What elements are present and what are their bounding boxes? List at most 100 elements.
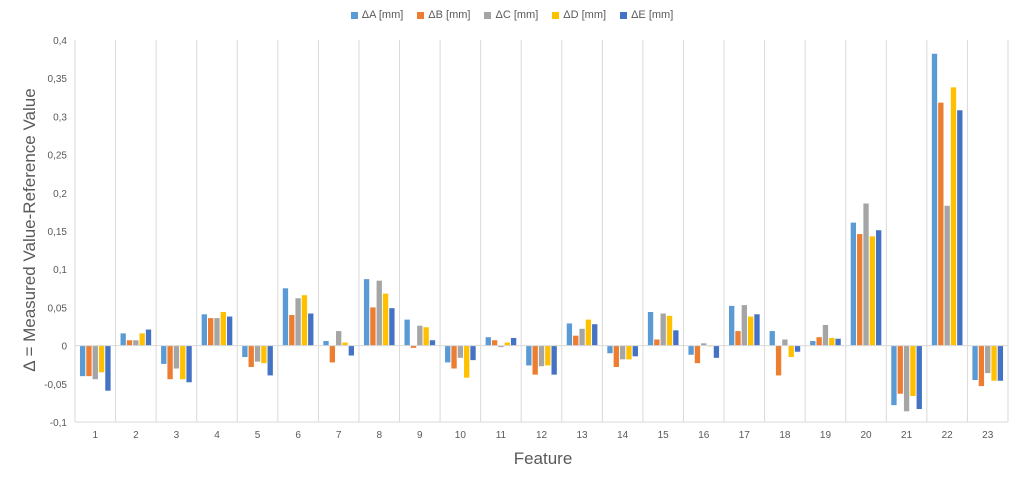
bar-d-7 (342, 342, 348, 346)
y-tick-label: -0,05 (44, 380, 67, 391)
x-tick-label: 17 (739, 430, 751, 441)
x-tick-label: 10 (455, 430, 467, 441)
bar-b-20 (857, 234, 863, 346)
bar-e-8 (389, 308, 395, 346)
bar-c-17 (741, 305, 747, 346)
bar-a-5 (242, 345, 248, 358)
bar-b-10 (451, 345, 457, 369)
bar-e-23 (997, 345, 1004, 381)
bar-c-2 (133, 340, 139, 346)
bar-b-14 (613, 345, 619, 367)
bar-b-7 (329, 345, 336, 363)
x-tick-label: 13 (577, 430, 589, 441)
bar-d-21 (910, 345, 916, 397)
bar-c-21 (903, 345, 910, 412)
bar-c-11 (498, 345, 504, 348)
x-tick-label: 23 (982, 430, 994, 441)
x-tick-label: 7 (336, 430, 342, 441)
legend-item-b: ΔB [mm] (417, 9, 470, 21)
legend-swatch-c (484, 11, 492, 19)
bars-layer (79, 53, 1004, 412)
bar-d-13 (585, 319, 592, 346)
bar-c-9 (417, 325, 423, 346)
bar-c-22 (944, 205, 950, 346)
bar-e-14 (632, 345, 638, 357)
legend-item-e: ΔE [mm] (620, 9, 673, 21)
bar-c-1 (92, 345, 98, 380)
bar-c-3 (173, 345, 180, 369)
bar-a-3 (161, 345, 167, 364)
x-tick-label: 9 (417, 430, 423, 441)
y-tick-label: 0,05 (48, 303, 68, 314)
bar-e-11 (510, 337, 517, 346)
x-tick-label: 16 (698, 430, 710, 441)
legend-swatch-d (552, 11, 560, 19)
bar-e-20 (876, 230, 882, 346)
bar-c-12 (538, 345, 545, 367)
bar-c-10 (457, 345, 464, 358)
bar-d-8 (382, 293, 389, 346)
bar-b-12 (532, 345, 538, 375)
bar-c-15 (660, 313, 666, 346)
x-tick-label: 3 (174, 430, 180, 441)
bar-b-11 (491, 340, 498, 346)
bar-e-18 (794, 345, 801, 352)
x-tick-label: 18 (779, 430, 791, 441)
bar-d-4 (220, 311, 226, 346)
bar-e-16 (713, 345, 720, 358)
bar-d-18 (788, 345, 794, 358)
x-axis-title: Feature (514, 449, 573, 468)
y-tick-label: -0,1 (50, 418, 68, 429)
y-tick-label: 0,35 (48, 74, 68, 85)
bar-e-12 (551, 345, 557, 375)
legend: ΔA [mm] ΔB [mm] ΔC [mm] ΔD [mm] ΔE [mm] (0, 9, 1024, 21)
x-tick-label: 8 (376, 430, 382, 441)
x-tick-label: 1 (93, 430, 99, 441)
bar-e-19 (835, 338, 841, 346)
bar-a-16 (688, 345, 694, 355)
bar-b-8 (370, 307, 376, 346)
x-tick-label: 20 (860, 430, 872, 441)
legend-swatch-b (417, 11, 425, 19)
bar-c-20 (863, 203, 869, 346)
bar-a-18 (769, 331, 775, 346)
bar-c-23 (985, 345, 991, 374)
y-tick-label: 0,25 (48, 151, 68, 162)
bar-a-12 (526, 345, 532, 366)
legend-swatch-a (350, 11, 358, 19)
legend-label-e: ΔE [mm] (631, 9, 674, 21)
bar-a-8 (363, 279, 370, 346)
bar-d-3 (180, 345, 186, 380)
legend-label-d: ΔD [mm] (563, 9, 607, 21)
bar-b-21 (897, 345, 903, 394)
legend-item-c: ΔC [mm] (484, 9, 538, 21)
bar-e-10 (470, 345, 476, 361)
bar-a-14 (607, 345, 613, 354)
bar-a-2 (120, 333, 126, 346)
bar-c-18 (782, 339, 788, 346)
bar-b-17 (735, 331, 741, 346)
x-tick-label: 21 (901, 430, 913, 441)
bar-c-7 (336, 331, 342, 346)
legend-label-a: ΔA [mm] (361, 9, 404, 21)
legend-label-c: ΔC [mm] (495, 9, 539, 21)
x-tick-label: 6 (295, 430, 301, 441)
bar-d-14 (626, 345, 632, 360)
x-tick-label: 12 (536, 430, 548, 441)
bar-a-23 (972, 345, 978, 380)
bar-a-17 (729, 305, 735, 346)
bar-c-16 (701, 343, 707, 346)
x-tick-label: 15 (658, 430, 670, 441)
bar-d-10 (464, 345, 470, 378)
bar-d-1 (98, 345, 105, 373)
y-tick-label: 0,1 (53, 265, 67, 276)
bar-e-9 (429, 340, 436, 346)
bar-e-6 (308, 313, 314, 346)
x-tick-label: 11 (496, 430, 507, 441)
bar-e-3 (186, 345, 192, 383)
bar-b-9 (410, 345, 417, 348)
bar-b-18 (775, 345, 782, 376)
bar-d-19 (829, 337, 835, 346)
y-tick-label: 0,4 (53, 36, 67, 47)
